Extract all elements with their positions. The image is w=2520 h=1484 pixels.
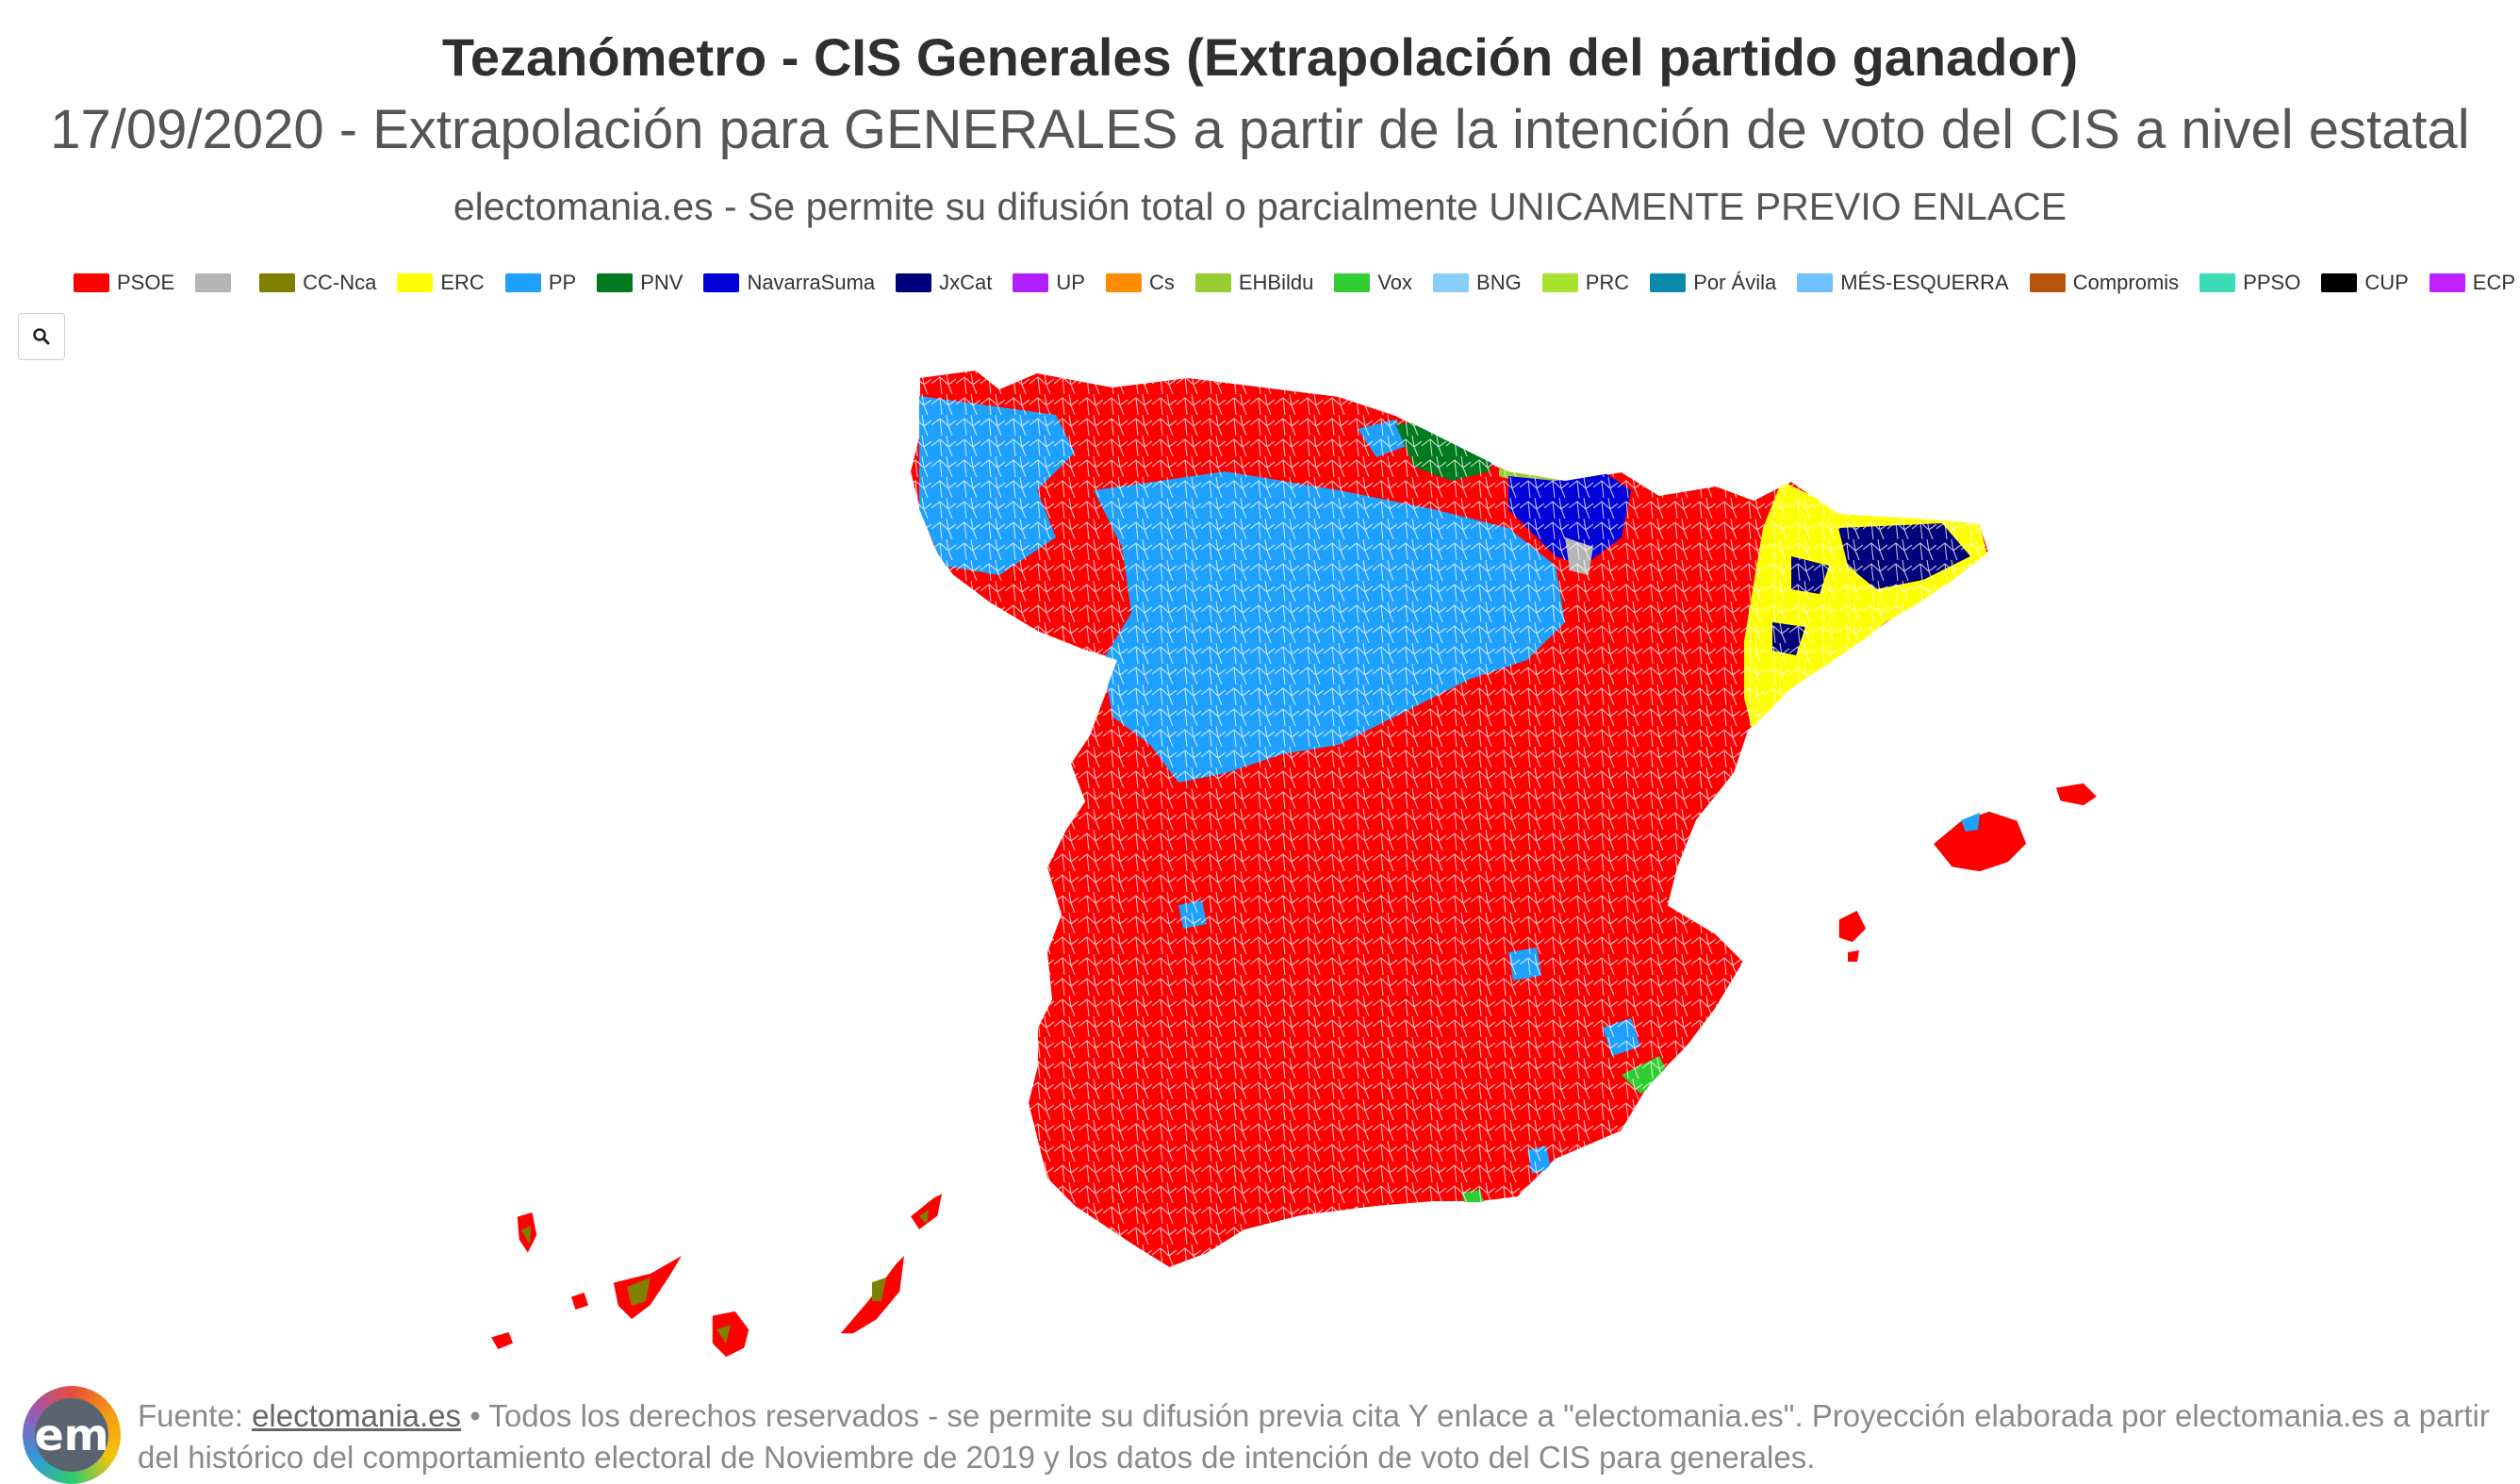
legend-label: MÉS-ESQUERRA xyxy=(1840,271,2009,294)
legend-item[interactable]: CC-Nca xyxy=(259,271,376,295)
legend-swatch xyxy=(2199,273,2236,292)
legend-swatch xyxy=(896,273,932,292)
legend-item[interactable]: ERC xyxy=(397,271,485,295)
legend-label: PPSO xyxy=(2243,271,2301,294)
legend-label: ERC xyxy=(440,271,485,294)
legend-swatch xyxy=(1797,273,1834,292)
legend-label: Cs xyxy=(1148,271,1175,294)
zoom-button[interactable] xyxy=(18,313,65,360)
legend-item[interactable]: EHBildu xyxy=(1194,271,1314,295)
legend-item[interactable]: Por Ávila xyxy=(1650,271,1776,295)
legend-item[interactable]: CUP xyxy=(2321,271,2409,295)
legend-label: CUP xyxy=(2364,271,2409,294)
legend-swatch xyxy=(1105,273,1142,292)
legend-label: CC-Nca xyxy=(303,271,377,294)
legend-item[interactable]: JxCat xyxy=(896,271,992,295)
legend-label: PP xyxy=(548,271,577,294)
legend-label: UP xyxy=(1056,271,1085,294)
legend-swatch xyxy=(1013,273,1049,292)
spain-map[interactable] xyxy=(0,349,2520,1377)
balearic-islands xyxy=(1837,782,2100,962)
legend-swatch xyxy=(74,273,109,292)
footer-link[interactable]: electomania.es xyxy=(252,1398,462,1433)
footer: em Fuente: electomania.es • Todos los de… xyxy=(0,1377,2520,1484)
legend-label: BNG xyxy=(1476,271,1522,294)
map-credit: electomania.es - Se permite su difusión … xyxy=(453,185,2067,228)
legend-swatch xyxy=(1433,273,1470,292)
legend-label: PSOE xyxy=(117,271,175,294)
legend-item[interactable]: MÉS-ESQUERRA xyxy=(1797,271,2009,295)
legend-item[interactable]: PP xyxy=(504,271,577,295)
legend-swatch xyxy=(397,273,434,292)
legend-swatch xyxy=(2321,273,2358,292)
footer-prefix: Fuente: xyxy=(138,1398,253,1433)
legend-label: PNV xyxy=(640,271,684,294)
legend-item[interactable]: PSOE xyxy=(74,271,174,295)
footer-text: Fuente: electomania.es • Todos los derec… xyxy=(138,1395,2513,1478)
electomania-logo: em xyxy=(23,1386,121,1484)
legend-item[interactable]: PRC xyxy=(1541,271,1630,295)
legend-item[interactable]: Compromis xyxy=(2029,271,2180,295)
search-icon xyxy=(33,328,50,345)
legend-label: Vox xyxy=(1377,271,1413,294)
legend-swatch xyxy=(597,273,634,292)
legend-label: Por Ávila xyxy=(1693,271,1777,294)
legend-item[interactable]: UP xyxy=(1013,271,1085,295)
peninsula xyxy=(909,369,1990,1269)
legend-swatch xyxy=(1334,273,1371,292)
legend-item[interactable]: NavarraSuma xyxy=(703,271,875,295)
legend-swatch xyxy=(1650,273,1687,292)
legend-label: JxCat xyxy=(939,271,993,294)
legend-item[interactable]: PPSO xyxy=(2199,271,2300,295)
canary-islands xyxy=(488,1191,945,1359)
legend-item[interactable]: ECP xyxy=(2429,271,2515,295)
legend-swatch xyxy=(2429,273,2465,292)
legend-swatch xyxy=(1541,273,1578,292)
map-subtitle: 17/09/2020 - Extrapolación para GENERALE… xyxy=(50,99,2470,160)
legend: PSOE CC-Nca ERC PP PNV NavarraSuma JxCat UP Cs EH… xyxy=(74,269,2520,297)
legend-swatch xyxy=(195,273,232,292)
legend-swatch xyxy=(703,273,740,292)
legend-swatch xyxy=(1194,273,1231,292)
legend-label: PRC xyxy=(1585,271,1630,294)
legend-item[interactable]: Cs xyxy=(1105,271,1175,295)
map-title: Tezanómetro - CIS Generales (Extrapolaci… xyxy=(441,27,2079,87)
legend-item[interactable]: Vox xyxy=(1334,271,1412,295)
legend-label: ECP xyxy=(2472,271,2516,294)
legend-swatch xyxy=(504,273,541,292)
legend-label: Compromis xyxy=(2072,271,2180,294)
legend-label: EHBildu xyxy=(1238,271,1314,294)
legend-item[interactable] xyxy=(195,273,239,292)
legend-item[interactable]: BNG xyxy=(1433,271,1522,295)
legend-swatch xyxy=(259,273,296,292)
legend-item[interactable]: PNV xyxy=(597,271,683,295)
legend-label: NavarraSuma xyxy=(747,271,876,294)
legend-swatch xyxy=(2029,273,2066,292)
footer-body: • Todos los derechos reservados - se per… xyxy=(138,1398,2490,1475)
